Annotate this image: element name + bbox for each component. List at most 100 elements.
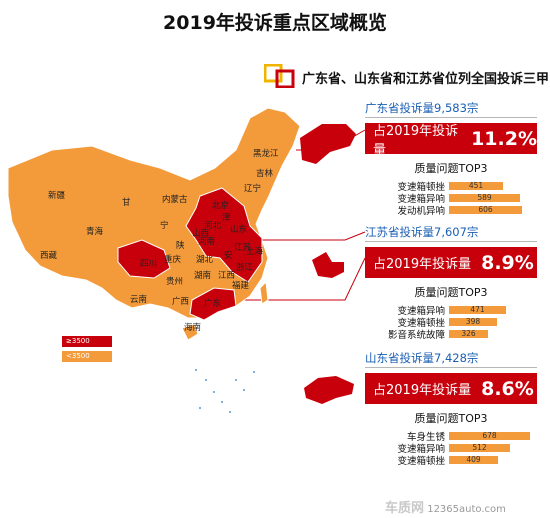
- label-guangdong: 广东: [204, 298, 221, 309]
- shape-jiangsu-large: [312, 252, 344, 278]
- label-neimenggu: 内蒙古: [162, 194, 188, 205]
- label-qinghai: 青海: [86, 226, 104, 237]
- label-hainan: 海南: [184, 322, 201, 333]
- top3-bars: 变速箱异响 471 变速箱顿挫 398 影音系统故障 326: [365, 304, 537, 341]
- panel-heading: 江苏省投诉量7,607宗: [365, 224, 537, 242]
- bar-row: 车身生锈 678: [365, 430, 537, 443]
- top3-bars: 变速箱顿挫 451 变速箱异响 589 发动机异响 606: [365, 180, 537, 217]
- logo-icon: [264, 64, 295, 88]
- bar: 471: [449, 305, 506, 314]
- badge-value: 8.6%: [481, 377, 534, 400]
- bar-row: 变速箱异响 512: [365, 442, 537, 455]
- bar-row: 发动机异响 606: [365, 204, 537, 217]
- top3-title: 质量问题TOP3: [414, 412, 488, 425]
- label-hebei: 河北: [204, 220, 222, 231]
- label-tianjin: 津: [222, 212, 231, 223]
- watermark: 车质网 12365auto.com: [385, 497, 506, 516]
- bar-row: 变速箱顿挫 409: [365, 454, 537, 467]
- bar: 512: [449, 443, 510, 452]
- label-fujian: 福建: [232, 280, 250, 291]
- label-anhui: 安: [224, 250, 233, 261]
- label-xizang: 西藏: [40, 250, 58, 261]
- share-badge: 占2019年投诉量 8.9%: [365, 247, 537, 278]
- bar-label: 变速箱顿挫: [397, 181, 445, 193]
- legend-high-label: ≥3500: [62, 336, 112, 347]
- legend-high: ≥3500: [62, 336, 112, 347]
- subtitle: 广东省、山东省和江苏省位列全国投诉三甲: [302, 72, 550, 87]
- bar-row: 变速箱异响 589: [365, 192, 537, 205]
- share-badge: 占2019年投诉量 11.2%: [365, 123, 537, 158]
- label-shanxi: 山西: [192, 228, 209, 239]
- shape-guangdong-large: [300, 124, 356, 164]
- label-shandong: 山东: [230, 224, 247, 235]
- top3-title: 质量问题TOP3: [414, 286, 488, 299]
- label-henan: 河南: [198, 236, 215, 247]
- region-north: [185, 187, 263, 283]
- badge-value: 11.2%: [471, 127, 537, 150]
- label-hubei: 湖北: [196, 255, 214, 265]
- label-hunan: 湖南: [194, 270, 211, 281]
- label-guizhou: 贵州: [166, 276, 183, 287]
- label-shaanxi: 陕: [176, 240, 185, 251]
- bar: 326: [449, 329, 488, 338]
- region-guangdong: [189, 287, 237, 321]
- shape-shandong-large: [304, 376, 354, 404]
- panel-heading: 山东省投诉量7,428宗: [365, 350, 537, 368]
- bar-label: 变速箱异响: [397, 443, 445, 455]
- bar: 678: [449, 431, 530, 440]
- bar-row: 变速箱顿挫 398: [365, 316, 537, 329]
- label-xinjiang: 新疆: [48, 190, 66, 201]
- label-jilin: 吉林: [256, 168, 274, 179]
- bar-label: 车身生锈: [406, 431, 445, 443]
- bar: 606: [449, 205, 522, 214]
- legend-low-label: <3500: [62, 351, 112, 362]
- bar-label: 影音系统故障: [387, 329, 445, 341]
- region-hainan: [181, 323, 199, 341]
- bar-row: 变速箱顿挫 451: [365, 180, 537, 193]
- page-title: 2019年投诉重点区域概览: [163, 12, 387, 34]
- bar-label: 发动机异响: [397, 205, 445, 217]
- badge-label: 占2019年投诉量: [373, 257, 472, 272]
- label-chongqing: 重庆: [164, 254, 182, 265]
- panel-jiangsu: 江苏省投诉量7,607宗 占2019年投诉量 8.9% 质量问题TOP3 变速箱…: [365, 224, 537, 341]
- label-jiangxi: 江西: [218, 271, 235, 281]
- label-jiangsu: 江苏: [234, 242, 252, 253]
- top3-title: 质量问题TOP3: [414, 162, 488, 175]
- label-gansu: 甘: [122, 197, 131, 208]
- label-shanghai: 上海: [246, 246, 264, 257]
- label-liaoning: 辽宁: [244, 183, 261, 194]
- south-sea-islands: [195, 369, 255, 413]
- badge-label: 占2019年投诉量: [373, 123, 459, 158]
- bar-label: 变速箱顿挫: [397, 317, 445, 329]
- label-guangxi: 广西: [172, 296, 189, 307]
- legend-low: <3500: [62, 351, 112, 362]
- badge-value: 8.9%: [481, 251, 534, 274]
- bar: 398: [449, 317, 497, 326]
- bar-row: 影音系统故障 326: [365, 328, 537, 341]
- share-badge: 占2019年投诉量 8.6%: [365, 373, 537, 404]
- region-taiwan: [259, 280, 269, 305]
- top3-bars: 车身生锈 678 变速箱异响 512 变速箱顿挫 409: [365, 430, 537, 467]
- bar-label: 变速箱异响: [397, 305, 445, 317]
- bar: 589: [449, 193, 520, 202]
- region-sichuan: [117, 239, 171, 279]
- bar-label: 变速箱异响: [397, 193, 445, 205]
- label-heilongjiang: 黑龙江: [253, 148, 279, 159]
- label-beijing: 北京: [212, 200, 229, 211]
- label-sichuan: 四川: [140, 259, 157, 269]
- label-yunnan: 云南: [130, 294, 147, 305]
- watermark-url: 12365auto.com: [427, 504, 506, 515]
- bar: 409: [449, 455, 498, 464]
- label-zhejiang: 浙江: [236, 262, 254, 273]
- label-ningxia: 宁: [160, 220, 169, 231]
- panel-shandong: 山东省投诉量7,428宗 占2019年投诉量 8.6% 质量问题TOP3 车身生…: [365, 350, 537, 467]
- country-base: [7, 107, 301, 319]
- bar: 451: [449, 181, 503, 190]
- panel-guangdong: 广东省投诉量9,583宗 占2019年投诉量 11.2% 质量问题TOP3 变速…: [365, 100, 537, 217]
- panel-heading: 广东省投诉量9,583宗: [365, 100, 537, 118]
- bar-label: 变速箱顿挫: [397, 455, 445, 467]
- bar-row: 变速箱异响 471: [365, 304, 537, 317]
- watermark-brand: 车质网: [385, 501, 425, 516]
- badge-label: 占2019年投诉量: [373, 383, 472, 398]
